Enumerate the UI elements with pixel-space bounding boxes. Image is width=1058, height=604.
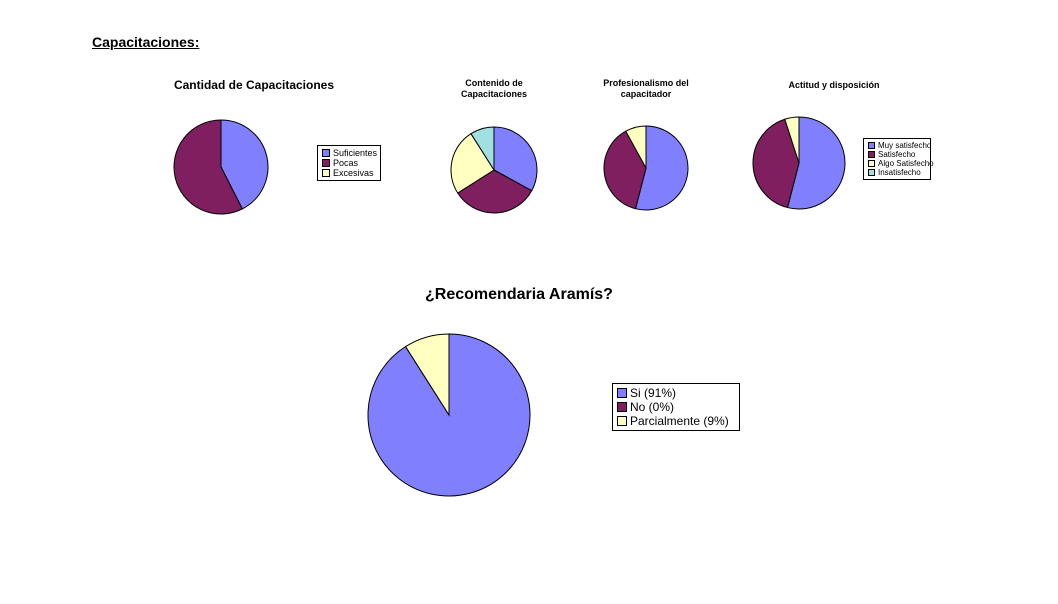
pie-slice	[173, 119, 244, 215]
legend-entry: Muy satisfecho	[868, 141, 931, 150]
legend-entry: Satisfecho	[868, 150, 926, 159]
heading: Capacitaciones:	[92, 34, 200, 50]
pie-slice	[603, 130, 647, 210]
legend-entry: Si (91%)	[617, 386, 735, 400]
legend-label: Excesivas	[333, 168, 374, 178]
legend-label: Suficientes	[333, 148, 378, 158]
pie-slice	[450, 133, 495, 194]
pie-slice	[457, 169, 533, 214]
legend-entry: Excesivas	[322, 168, 376, 178]
chart-title: Profesionalismo del capacitador	[603, 78, 689, 100]
pie-slice	[786, 116, 846, 210]
legend-label: Algo Satisfecho	[878, 159, 934, 168]
legend-label: Parcialmente (9%)	[630, 414, 729, 428]
legend-entry: Pocas	[322, 158, 376, 168]
legend-label: No (0%)	[630, 400, 675, 414]
legend-swatch	[868, 151, 875, 158]
chart-title: Actitud y disposición	[788, 80, 880, 90]
legend: Muy satisfecho Satisfecho Algo Satisfecho I…	[863, 138, 934, 180]
pie-slice	[470, 126, 495, 172]
legend-swatch	[322, 159, 330, 167]
legend-entry: Suficientes	[322, 148, 378, 158]
legend-swatch	[868, 169, 875, 176]
legend-label: Pocas	[333, 158, 359, 168]
legend-swatch	[868, 160, 875, 167]
chart-title: ¿Recomendaria Aramís?	[425, 286, 613, 303]
legend-swatch	[322, 169, 330, 177]
legend-entry: Algo Satisfecho	[868, 159, 934, 168]
legend: Si (91%) No (0%) Parcialmente (9%)	[612, 383, 740, 431]
legend-label: Insatisfecho	[878, 168, 921, 177]
legend-label: Muy satisfecho	[878, 141, 932, 150]
legend-label: Satisfecho	[878, 150, 916, 159]
legend-entry: No (0%)	[617, 400, 735, 414]
legend-swatch	[617, 416, 627, 426]
chart-title: Cantidad de Capacitaciones	[173, 78, 335, 92]
pie-slice	[493, 126, 538, 192]
legend-swatch	[617, 388, 627, 398]
legend-swatch	[868, 142, 875, 149]
pie-slice	[634, 125, 689, 211]
pie-slice	[752, 118, 800, 209]
pie-slice	[220, 119, 269, 210]
legend-label: Si (91%)	[630, 386, 677, 400]
legend-entry: Insatisfecho	[868, 168, 926, 177]
legend: Suficientes Pocas Excesivas	[317, 145, 381, 181]
legend-entry: Parcialmente (9%)	[617, 414, 735, 428]
legend-swatch	[322, 149, 330, 157]
chart-title: Contenido de Capacitaciones	[460, 78, 528, 100]
pie-slice	[625, 125, 647, 169]
legend-swatch	[617, 402, 627, 412]
pie-slice	[404, 333, 450, 417]
